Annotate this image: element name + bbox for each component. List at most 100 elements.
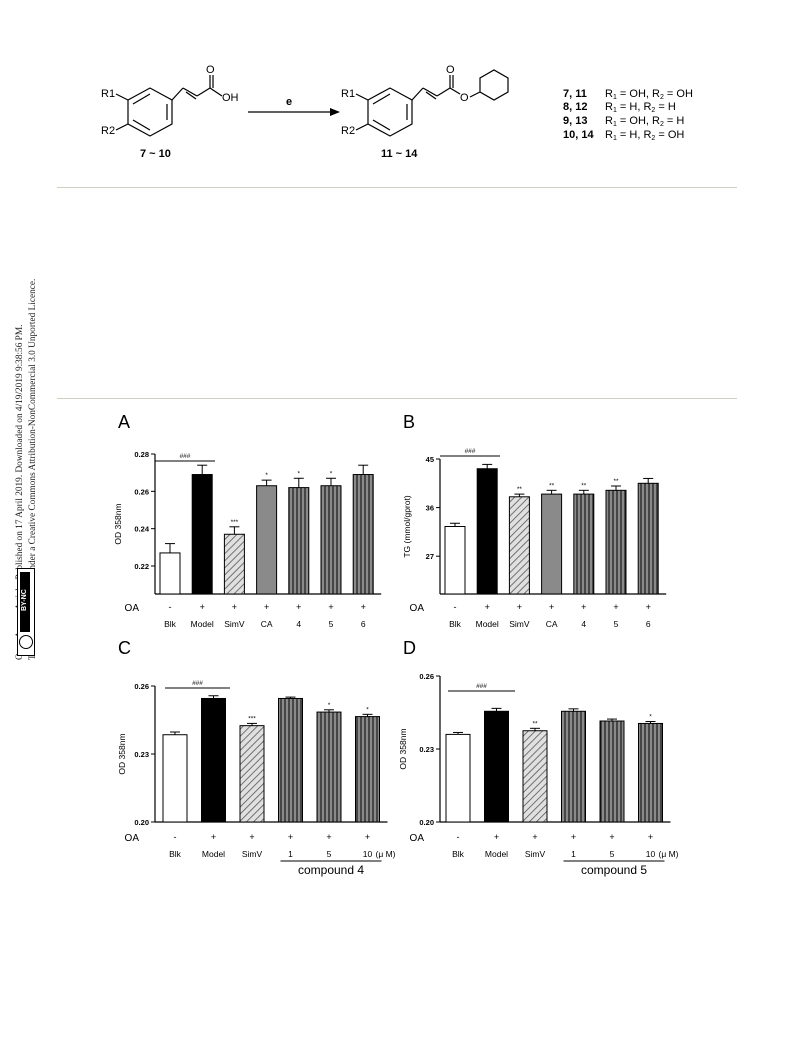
category-label-D: 1	[571, 849, 576, 859]
y-axis-label-C: OD 358nm	[117, 733, 127, 774]
bar-D-5	[599, 720, 625, 823]
y-tick-label-B: 36	[426, 504, 434, 513]
category-label-A: Model	[191, 619, 214, 629]
oa-sign-B: +	[646, 602, 651, 612]
bar-C-5	[316, 711, 342, 823]
category-label-B: 4	[581, 619, 586, 629]
r1-left: R1	[101, 88, 115, 100]
category-label-D: Model	[485, 849, 508, 859]
category-label-A: Blk	[164, 619, 177, 629]
category-label-B: Model	[476, 619, 499, 629]
significance-B: **	[613, 478, 619, 485]
category-label-B: CA	[546, 619, 558, 629]
bar-D-SimV	[522, 730, 548, 823]
category-label-D: 10	[646, 849, 656, 859]
oa-sign-A: +	[296, 602, 301, 612]
significance-A: *	[330, 470, 333, 477]
compound-key: 7, 11 R1 = OH, R2 = OH 8, 12 R1 = H, R2 …	[563, 88, 693, 142]
panel-label-A: A	[118, 412, 130, 432]
y-tick-label-C: 0.20	[134, 818, 149, 827]
oa-sign-D: +	[648, 832, 653, 842]
svg-text:R1 = H, R2 = OH: R1 = H, R2 = OH	[605, 129, 684, 142]
oa-label-B: OA	[410, 603, 425, 614]
bar-A-Model	[191, 474, 213, 595]
bar-A-SimV	[223, 533, 245, 595]
left-compound-label: 7 ~ 10	[140, 148, 171, 160]
oa-sign-B: +	[485, 602, 490, 612]
oa-sign-B: +	[549, 602, 554, 612]
oa-label-D: OA	[410, 833, 425, 844]
oa-sign-C: +	[288, 832, 293, 842]
category-label-D: Blk	[452, 849, 465, 859]
section-divider-bottom	[57, 398, 737, 399]
bar-C-Blk	[162, 734, 188, 823]
bracket-label-A: ###	[180, 453, 191, 460]
bar-A-6	[352, 474, 374, 595]
y-tick-label-A: 0.26	[134, 487, 149, 496]
bar-A-5	[320, 485, 342, 595]
category-label-C: 1	[288, 849, 293, 859]
svg-text:10, 14: 10, 14	[563, 129, 594, 141]
category-label-B: 6	[646, 619, 651, 629]
oa-sign-A: +	[232, 602, 237, 612]
acid-oh: OH	[222, 92, 239, 104]
svg-text:R1 = H, R2 = H: R1 = H, R2 = H	[605, 101, 676, 114]
carbonyl-o-left: O	[206, 64, 215, 76]
oa-sign-B: -	[454, 602, 457, 612]
cc-license-badge[interactable]: BY-NC	[17, 568, 35, 656]
bar-A-4	[288, 487, 310, 595]
svg-text:8, 12: 8, 12	[563, 101, 587, 113]
bar-B-CA	[541, 493, 563, 595]
significance-B: **	[581, 482, 587, 489]
bar-D-Model	[484, 710, 509, 823]
bar-D-Blk	[445, 733, 471, 823]
oa-sign-C: +	[326, 832, 331, 842]
y-tick-label-A: 0.28	[134, 450, 149, 459]
significance-B: **	[549, 482, 555, 489]
oa-sign-C: +	[249, 832, 254, 842]
category-label-A: 5	[329, 619, 334, 629]
svg-text:7, 11: 7, 11	[563, 88, 587, 100]
oa-sign-A: +	[361, 602, 366, 612]
cyclohexane-ring	[479, 69, 509, 101]
panel-label-C: C	[118, 638, 131, 658]
oa-sign-A: -	[169, 602, 172, 612]
svg-text:R1 = OH, R2 = OH: R1 = OH, R2 = OH	[605, 88, 693, 101]
bracket-label-D: ###	[476, 683, 487, 690]
bracket-label-B: ###	[465, 448, 476, 455]
category-label-C: Blk	[169, 849, 182, 859]
category-label-B: SimV	[509, 619, 530, 629]
r2-right: R2	[341, 125, 355, 137]
oa-sign-D: -	[457, 832, 460, 842]
bar-B-5	[605, 489, 627, 595]
y-axis-label-A: OD 358nm	[113, 503, 123, 544]
category-label-A: CA	[261, 619, 273, 629]
oa-sign-A: +	[264, 602, 269, 612]
oa-sign-B: +	[581, 602, 586, 612]
carbonyl-o-right: O	[446, 64, 455, 76]
group-label-C: compound 4	[298, 863, 364, 877]
y-axis-label-D: OD 358nm	[398, 728, 408, 769]
unit-label-D: (μ M)	[659, 849, 679, 859]
reagent-label: e	[286, 96, 292, 108]
oa-sign-D: +	[609, 832, 614, 842]
y-tick-label-A: 0.24	[134, 525, 149, 534]
panel-label-B: B	[403, 412, 415, 432]
unit-label-C: (μ M)	[376, 849, 396, 859]
bar-B-SimV	[508, 496, 530, 595]
category-label-A: SimV	[224, 619, 245, 629]
bracket-label-C: ###	[192, 680, 203, 687]
y-tick-label-A: 0.22	[134, 562, 149, 571]
significance-C: *	[328, 702, 331, 709]
significance-C: *	[366, 706, 369, 713]
r2-left: R2	[101, 125, 115, 137]
oa-sign-B: +	[613, 602, 618, 612]
significance-C: ***	[248, 715, 256, 722]
oa-sign-C: +	[365, 832, 370, 842]
bar-A-Blk	[159, 552, 181, 595]
section-divider-top	[57, 187, 737, 188]
y-tick-label-B: 45	[426, 455, 434, 464]
scheme-drawing: R1 R2 OH O e 7 ~ 10 R1 R2 O O 11 ~ 14 7,…	[101, 64, 693, 160]
category-label-C: Model	[202, 849, 225, 859]
